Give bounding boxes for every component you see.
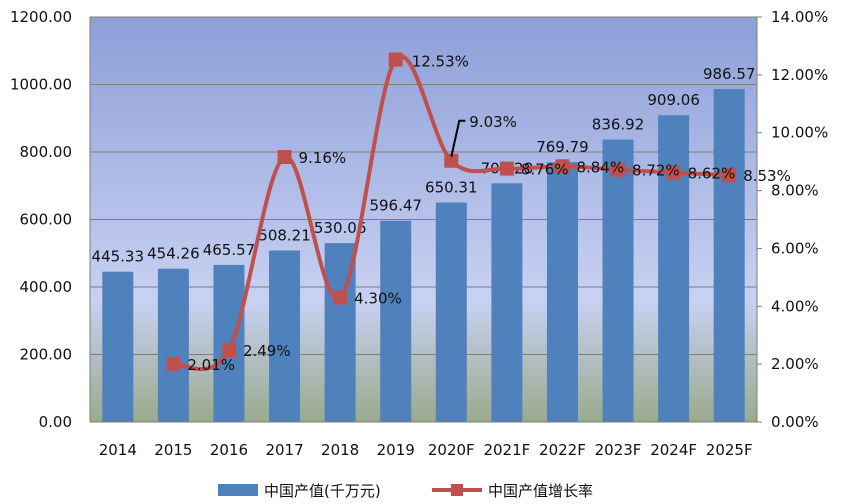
bar — [380, 220, 412, 422]
line-point-marker — [444, 153, 459, 168]
bar-value-label: 508.21 — [258, 226, 311, 244]
line-value-label: 9.16% — [299, 149, 347, 167]
x-tick-label: 2025F — [706, 441, 753, 459]
bar — [602, 139, 634, 423]
line-point-marker — [221, 342, 236, 357]
bar-value-label: 445.33 — [92, 248, 145, 266]
bar-value-label: 769.79 — [536, 138, 589, 156]
bar-value-label: 454.26 — [147, 245, 200, 263]
legend-bar-swatch — [218, 484, 258, 496]
left-axis: 0.00 200.00 400.00 600.00 800.00 1000.00 1200.… — [10, 8, 91, 431]
left-tick-label: 400.00 — [20, 278, 73, 296]
x-tick-label: 2023F — [595, 441, 642, 459]
line-point-marker — [722, 168, 737, 183]
line-point-marker — [611, 162, 626, 177]
right-axis: 0.00% 2.00% 4.00% 6.00% 8.00% 10.00% 12.00% 14.… — [756, 8, 828, 431]
x-tick-label: 2021F — [483, 441, 530, 459]
right-tick-label: 12.00% — [771, 66, 828, 84]
line-value-label: 4.30% — [354, 290, 402, 308]
right-tick-label: 6.00% — [771, 239, 819, 257]
right-tick-label: 4.00% — [771, 297, 819, 315]
line-value-label: 9.03% — [469, 113, 517, 131]
x-tick-label: 2022F — [539, 441, 586, 459]
left-tick-label: 800.00 — [20, 143, 73, 161]
bar — [713, 89, 745, 422]
legend-bar-label: 中国产值(千万元) — [264, 482, 381, 500]
line-value-label: 12.53% — [412, 53, 469, 71]
bar-value-label: 650.31 — [425, 179, 478, 197]
x-axis: 2014 2015 2016 2017 2018 2019 2020F 2021F 2022F 2… — [90, 421, 757, 459]
line-point-marker — [555, 159, 570, 174]
bar-value-label: 465.57 — [203, 241, 256, 259]
line-point-marker — [277, 150, 292, 165]
bar — [491, 183, 523, 422]
bar — [546, 162, 578, 423]
bar-value-label: 909.06 — [647, 91, 700, 109]
line-point-marker — [499, 161, 514, 176]
line-value-label: 2.49% — [243, 342, 291, 360]
legend-line-marker — [451, 484, 463, 496]
x-tick-label: 2017 — [265, 441, 303, 459]
bar-series — [102, 89, 745, 423]
line-point-marker — [166, 356, 181, 371]
bar — [269, 250, 301, 422]
x-tick-label: 2016 — [210, 441, 248, 459]
line-value-label: 8.62% — [688, 165, 736, 183]
x-tick-label: 2020F — [428, 441, 475, 459]
x-tick-label: 2015 — [154, 441, 192, 459]
right-tick-label: 8.00% — [771, 182, 819, 200]
line-point-marker — [666, 165, 681, 180]
right-tick-label: 0.00% — [771, 413, 819, 431]
left-tick-label: 600.00 — [20, 211, 73, 229]
left-tick-label: 1200.00 — [10, 8, 72, 26]
bar-value-label: 530.06 — [314, 219, 367, 237]
x-tick-label: 2024F — [650, 441, 697, 459]
left-tick-label: 0.00 — [39, 413, 72, 431]
bar — [157, 268, 189, 422]
x-tick-label: 2018 — [321, 441, 359, 459]
right-tick-label: 2.00% — [771, 355, 819, 373]
bar — [435, 202, 467, 422]
bar-value-label: 986.57 — [703, 65, 756, 83]
line-value-label: 8.76% — [521, 161, 569, 179]
line-value-label: 2.01% — [187, 356, 235, 374]
left-tick-label: 1000.00 — [10, 76, 72, 94]
bar-value-label: 596.47 — [369, 197, 422, 215]
left-tick-label: 200.00 — [20, 346, 73, 364]
line-value-label: 8.72% — [632, 162, 680, 180]
label-leader-line — [450, 119, 466, 157]
x-tick-label: 2019 — [377, 441, 415, 459]
right-tick-label: 14.00% — [771, 8, 828, 26]
line-value-label: 8.84% — [576, 158, 624, 176]
line-value-label: 8.53% — [743, 167, 791, 185]
line-data-labels: 2.01% 2.49% 9.16% 4.30% 12.53% 9.03% 8.76% 8.84… — [187, 53, 790, 374]
right-tick-label: 10.00% — [771, 124, 828, 142]
bar — [102, 271, 134, 422]
x-tick-label: 2014 — [99, 441, 137, 459]
legend: 中国产值(千万元) 中国产值增长率 — [218, 482, 593, 500]
legend-line-label: 中国产值增长率 — [488, 482, 593, 500]
bar-value-label: 836.92 — [592, 116, 645, 134]
line-point-marker — [333, 290, 348, 305]
line-series — [166, 52, 737, 372]
line-point-marker — [388, 52, 403, 67]
